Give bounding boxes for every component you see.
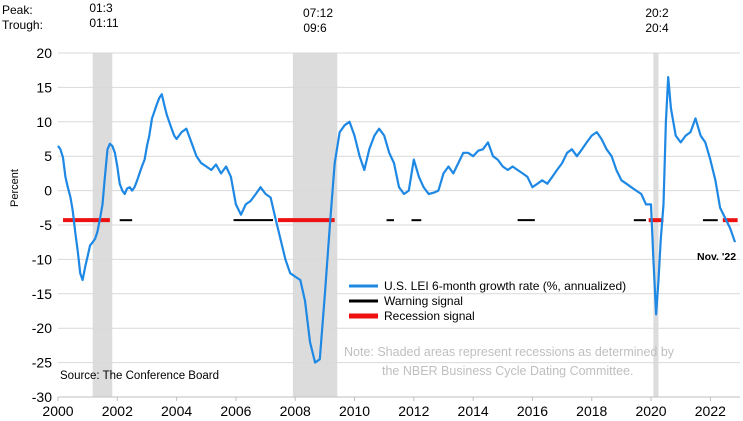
- recession-1-trough: 01:11: [89, 16, 119, 30]
- legend-label-lei: U.S. LEI 6-month growth rate (%, annuali…: [384, 279, 626, 293]
- x-tick-label: 2006: [220, 403, 251, 419]
- y-tick-label: -5: [40, 217, 53, 233]
- y-tick-label: 0: [44, 183, 52, 199]
- x-tick-label: 2008: [280, 403, 311, 419]
- y-tick-labels: 20 15 10 5 0 -5 -10 -15 -20 -25 -30: [32, 45, 52, 405]
- x-tick-label: 2016: [517, 403, 548, 419]
- recession-2-peak: 07:12: [302, 6, 334, 20]
- series-line-lei: [57, 76, 737, 364]
- note-line-1: Note: Shaded areas represent recessions …: [344, 345, 675, 359]
- source-note: Source: The Conference Board: [60, 370, 219, 382]
- x-tick-label: 2010: [339, 403, 370, 419]
- x-tick-label: 2018: [576, 403, 607, 419]
- y-axis-label: Percent: [9, 169, 21, 207]
- legend-label-warning: Warning signal: [384, 294, 463, 308]
- recession-3-trough: 20:4: [645, 21, 669, 35]
- series-lines: [57, 76, 737, 364]
- y-tick-label: 5: [44, 148, 52, 164]
- y-tick-label: -25: [32, 355, 52, 371]
- gridlines: [58, 52, 740, 398]
- x-tick-label: 2002: [102, 403, 133, 419]
- y-tick-label: -20: [32, 320, 52, 336]
- end-label: Nov. '22: [697, 251, 736, 263]
- y-tick-label: -30: [32, 389, 52, 405]
- recession-1-peak: 01:3: [89, 1, 113, 15]
- x-tick-label: 2014: [458, 403, 489, 419]
- x-tick-label: 2004: [161, 403, 192, 419]
- note-line-2: the NBER Business Cycle Dating Committee…: [382, 364, 633, 378]
- y-tick-label: -10: [32, 251, 52, 267]
- x-tick-label: 2020: [635, 403, 666, 419]
- x-tick-label: 2012: [398, 403, 429, 419]
- x-tick-label: 2000: [42, 403, 73, 419]
- y-tick-label: 20: [36, 45, 52, 61]
- legend-label-recession: Recession signal: [384, 309, 475, 323]
- recession-2-trough: 09:6: [303, 21, 327, 35]
- x-tick-label: 2022: [695, 403, 726, 419]
- legend: U.S. LEI 6-month growth rate (%, annuali…: [349, 279, 626, 323]
- y-tick-label: 10: [36, 114, 52, 130]
- y-tick-label: -15: [32, 286, 52, 302]
- recession-3-peak: 20:2: [645, 6, 669, 20]
- y-tick-label: 15: [36, 79, 52, 95]
- trough-label: Trough:: [2, 18, 43, 32]
- peak-label: Peak:: [2, 3, 33, 17]
- x-tick-labels: 2000 2002 2004 2006 2008 2010 2012 2014 2016 2018…: [42, 397, 726, 419]
